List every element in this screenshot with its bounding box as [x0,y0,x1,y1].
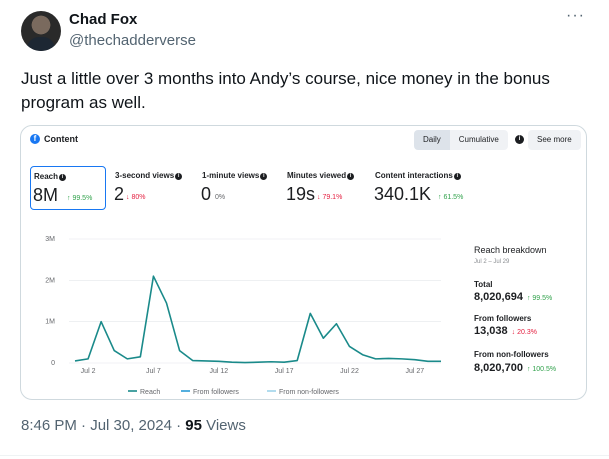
x-tick-label: Jul 27 [406,368,425,375]
breakdown-value: 13,038 ↓ 20.3% [474,325,537,337]
legend-label: From followers [193,389,239,396]
x-tick-label: Jul 12 [209,368,228,375]
x-tick-label: Jul 17 [275,368,294,375]
tweet-timestamp[interactable]: 8:46 PM · Jul 30, 2024 · 95 Views [21,417,246,434]
reach-breakdown: Reach breakdown Jul 2 – Jul 29 Total 8,0… [474,243,584,393]
toggle-daily[interactable]: Daily [414,130,450,150]
metric-minutes-viewed[interactable]: Minutes viewed i 19s ↓ 79.1% [284,166,366,210]
metric-change: ↓ 79.1% [317,194,343,201]
metric-1m-views[interactable]: 1-minute views i 0 0% [199,166,277,210]
y-tick-label: 2M [45,277,55,284]
breakdown-range: Jul 2 – Jul 29 [474,259,510,265]
info-icon: i [260,173,268,180]
metric-value: 340.1K [374,184,432,204]
author-handle[interactable]: @thechadderverse [69,32,196,49]
info-icon: i [347,173,355,180]
metric-label: Minutes viewed [287,171,347,180]
metric-value: 19s [286,184,316,204]
breakdown-change: ↑ 99.5% [526,295,553,302]
metric-change: ↑ 61.5% [438,194,464,201]
metric-label: Content interactions [375,171,453,180]
tweet-text: Just a little over 3 months into Andy’s … [21,69,550,112]
metric-change: ↑ 99.5% [67,195,93,202]
card-title: f Content [30,134,78,144]
toggle-cumulative[interactable]: Cumulative [449,130,508,150]
metric-content-interactions[interactable]: Content interactions i 340.1K ↑ 61.5% [372,166,482,210]
metric-change: 0% [215,194,226,201]
card-title-text: Content [44,134,78,144]
info-icon: i [59,174,67,181]
metric-reach[interactable]: Reach i 8M ↑ 99.5% [30,166,106,210]
metric-3s-views[interactable]: 3-second views i 2 ↓ 80% [112,166,192,210]
breakdown-label: Total [474,280,493,289]
breakdown-label: From non-followers [474,350,549,359]
metric-change: ↓ 80% [126,194,146,201]
x-tick-label: Jul 2 [81,368,96,375]
view-count: 95 [185,417,202,434]
divider [0,455,609,456]
series-line-reach [74,275,441,364]
legend: Reach From followers From non-followers [128,389,339,396]
metric-label: 1-minute views [202,171,260,180]
y-tick-label: 0 [51,360,55,367]
attached-image[interactable]: f Content Daily Cumulative i See more Re… [20,125,587,400]
x-axis-ticks: Jul 2 Jul 7 Jul 12 Jul 17 Jul 22 Jul 27 [81,368,425,375]
breakdown-label: From followers [474,314,532,323]
breakdown-value: 8,020,700 ↑ 100.5% [474,362,557,374]
view-toggle: Daily Cumulative [414,130,508,150]
avatar[interactable] [21,11,61,51]
y-tick-label: 3M [45,236,55,243]
info-icon[interactable]: i [515,135,524,144]
metric-value: 2 [114,184,125,204]
series-lines [74,275,442,364]
metric-value: 0 [201,184,212,204]
gridlines [69,238,441,364]
see-more-button[interactable]: See more [528,130,581,150]
info-icon: i [175,173,183,180]
facebook-icon: f [30,134,40,144]
info-icon: i [453,173,461,180]
x-tick-label: Jul 22 [340,368,359,375]
legend-label: From non-followers [279,389,339,396]
metric-label: Reach [34,172,59,181]
breakdown-title: Reach breakdown [474,245,547,255]
breakdown-value: 8,020,694 ↑ 99.5% [474,291,553,303]
breakdown-change: ↑ 100.5% [526,366,557,373]
legend-label: Reach [140,389,160,396]
y-tick-label: 1M [45,319,55,326]
breakdown-change: ↓ 20.3% [511,329,537,336]
author-name[interactable]: Chad Fox [69,11,138,28]
more-horizontal-icon[interactable]: ··· [566,7,585,24]
y-axis-ticks: 0 1M 2M 3M [45,236,55,367]
metric-value: 8M [33,185,59,205]
metric-label: 3-second views [115,171,175,180]
x-tick-label: Jul 7 [146,368,161,375]
